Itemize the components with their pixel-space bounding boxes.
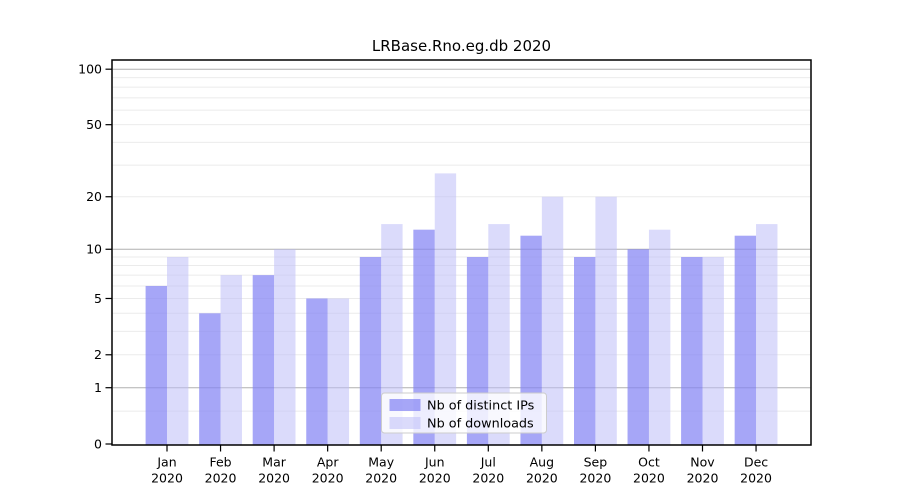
x-tick-label-sep: Sep (584, 455, 608, 470)
bar-downloads-dec (756, 224, 778, 445)
x-tick-year-feb: 2020 (205, 471, 237, 486)
x-tick-year-apr: 2020 (312, 471, 344, 486)
x-tick-label-jun: Jun (424, 455, 445, 470)
bar-downloads-mar (274, 249, 296, 445)
y-tick-label-10: 10 (86, 242, 102, 257)
x-tick-year-sep: 2020 (579, 471, 611, 486)
x-tick-year-jul: 2020 (472, 471, 504, 486)
x-tick-label-nov: Nov (690, 455, 715, 470)
y-tick-label-50: 50 (86, 117, 102, 132)
y-tick-label-1: 1 (94, 380, 102, 395)
bar-distinct-ips-dec (734, 235, 757, 445)
bar-distinct-ips-apr (306, 298, 328, 445)
y-tick-label-5: 5 (94, 291, 102, 306)
legend-label-downloads: Nb of downloads (427, 417, 534, 432)
x-tick-label-aug: Aug (530, 455, 554, 470)
bar-downloads-may (381, 224, 403, 445)
bar-downloads-nov (702, 257, 724, 445)
legend-box (381, 392, 547, 434)
bar-distinct-ips-feb (199, 313, 221, 445)
bar-distinct-ips-may (359, 257, 382, 445)
bar-downloads-feb (220, 275, 242, 445)
y-tick-label-2: 2 (94, 347, 102, 362)
y-tick-label-100: 100 (78, 62, 102, 77)
x-tick-label-mar: Mar (262, 455, 286, 470)
bar-downloads-oct (648, 229, 671, 445)
legend-swatch-distinct-ips (389, 399, 421, 411)
x-tick-label-dec: Dec (744, 455, 768, 470)
x-tick-label-oct: Oct (638, 455, 660, 470)
x-tick-label-jul: Jul (480, 455, 496, 470)
x-tick-label-may: May (368, 455, 394, 470)
x-tick-year-jun: 2020 (419, 471, 451, 486)
x-tick-label-feb: Feb (209, 455, 231, 470)
bar-distinct-ips-sep (574, 257, 596, 445)
x-tick-year-mar: 2020 (258, 471, 290, 486)
bar-distinct-ips-mar (252, 275, 275, 445)
bar-downloads-apr (327, 298, 350, 445)
legend-label-distinct-ips: Nb of distinct IPs (427, 399, 535, 414)
y-tick-label-0: 0 (94, 436, 102, 451)
bar-downloads-jul (488, 224, 510, 445)
plot-frame (111, 59, 812, 446)
bar-downloads-jun (434, 173, 457, 445)
x-tick-year-dec: 2020 (740, 471, 772, 486)
bar-downloads-sep (595, 196, 617, 445)
bar-distinct-ips-nov (681, 257, 703, 445)
legend-swatch-downloads (389, 417, 421, 429)
x-tick-year-oct: 2020 (633, 471, 665, 486)
x-tick-label-apr: Apr (317, 455, 339, 470)
bar-distinct-ips-jan (145, 285, 167, 445)
x-tick-label-jan: Jan (156, 455, 176, 470)
chart-title: LRBase.Rno.eg.db 2020 (372, 37, 551, 55)
x-tick-year-nov: 2020 (687, 471, 719, 486)
bar-downloads-jan (167, 257, 189, 445)
y-tick-label-20: 20 (86, 189, 102, 204)
x-tick-year-jan: 2020 (151, 471, 183, 486)
bar-downloads-aug (541, 196, 564, 445)
x-tick-year-aug: 2020 (526, 471, 558, 486)
bar-distinct-ips-oct (627, 249, 649, 445)
bar-distinct-ips-jun (413, 229, 435, 445)
x-tick-year-may: 2020 (365, 471, 397, 486)
